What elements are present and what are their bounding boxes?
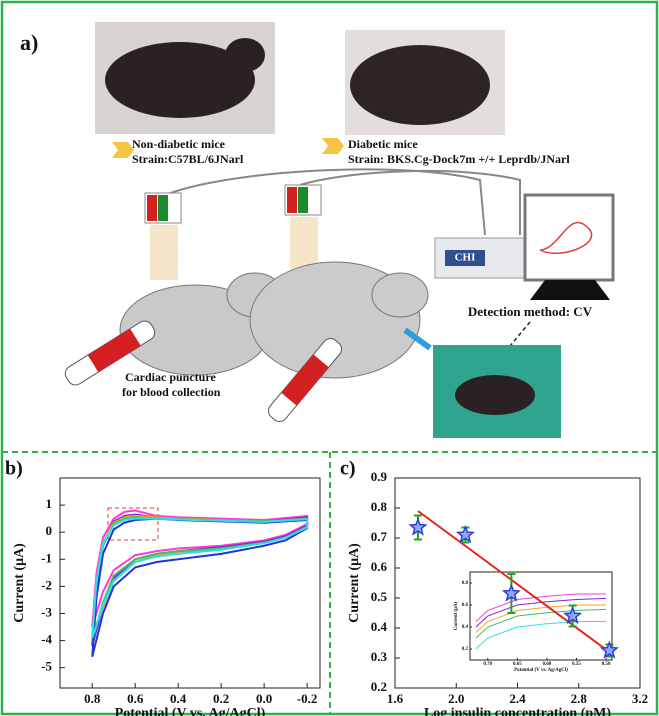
panel-label: a) — [20, 30, 38, 55]
mouse-photo — [350, 45, 490, 125]
mouse-strain: Strain: BKS.Cg-Dock7m +/+ Leprdb/JNarl — [348, 152, 570, 166]
y-axis-title: Current (μA) — [347, 543, 362, 623]
y-tick-label: -4 — [41, 632, 52, 647]
caption: for blood collection — [122, 385, 221, 399]
monitor-stand — [530, 280, 610, 300]
y-tick-label: 0.3 — [371, 649, 388, 664]
x-tick-label: -0.2 — [297, 691, 318, 706]
plot-frame — [470, 572, 612, 660]
mouse-photo — [455, 375, 535, 415]
cv-curve — [92, 519, 307, 638]
y-tick-label: 0.6 — [371, 559, 388, 574]
mouse-head — [372, 273, 428, 317]
y-tick-label: 1 — [46, 496, 53, 511]
y-tick-label: 0.4 — [371, 619, 388, 634]
data-point — [410, 520, 425, 534]
y-tick-label: 0.9 — [371, 469, 388, 484]
y-tick-label: -3 — [41, 604, 52, 619]
x-tick-label: 0.65 — [513, 662, 522, 667]
x-tick-label: 0.4 — [170, 691, 187, 706]
y-tick-label: 0.5 — [371, 589, 388, 604]
cv-chart: 0.8 0.6 0.4 0.2 0.0 -0.2 1 0 -1 -2 -3 -4 -5 Potential… — [5, 458, 320, 716]
y-tick-label: 0.2 — [462, 647, 469, 652]
syringe-blood — [88, 329, 141, 372]
y-tick-label: 0.8 — [462, 581, 469, 586]
panel-label: c) — [340, 458, 356, 480]
x-tick-label: 2.0 — [448, 691, 464, 706]
x-axis-title: Log insulin concentration (pM) — [424, 706, 611, 716]
y-tick-label: 0.8 — [371, 499, 388, 514]
x-axis-title: Potential (V vs. Ag/AgCl) — [115, 706, 266, 716]
x-tick-label: 0.60 — [543, 662, 552, 667]
x-tick-label: 0.55 — [572, 662, 581, 667]
y-tick-label: 0.4 — [462, 625, 469, 630]
x-axis-title: Potential (V vs. Ag/AgCl) — [514, 668, 568, 673]
mouse-name: Diabetic mice — [348, 137, 418, 151]
instrument-label: CHI — [455, 252, 476, 264]
x-tick-label: 0.8 — [84, 691, 101, 706]
y-tick-label: -2 — [41, 577, 52, 592]
electrode-part — [147, 195, 157, 221]
electrode-part — [287, 187, 297, 213]
mouse-head — [225, 38, 265, 72]
x-tick-label: 1.6 — [387, 691, 404, 706]
data-point — [458, 527, 473, 541]
y-axis-title: Current (μA) — [12, 543, 27, 623]
cv-curve — [92, 516, 307, 635]
y-tick-label: 0.7 — [371, 529, 388, 544]
y-tick-label: 0.2 — [371, 679, 387, 694]
x-tick-label: 0.6 — [127, 691, 144, 706]
y-axis-title: Current (μA) — [454, 601, 459, 630]
mouse-name: Non-diabetic mice — [132, 137, 226, 151]
y-tick-label: 0.6 — [462, 603, 469, 608]
y-tick-label: 0 — [46, 523, 53, 538]
x-tick-label: 0.70 — [483, 662, 492, 667]
caption: Cardiac puncture — [125, 370, 216, 384]
x-tick-label: 0.2 — [213, 691, 229, 706]
cable — [300, 171, 520, 235]
monitor — [525, 195, 613, 280]
y-tick-label: -1 — [41, 550, 52, 565]
x-tick-label: 3.2 — [632, 691, 648, 706]
method-label: Detection method: CV — [468, 304, 593, 319]
bullet — [322, 138, 344, 154]
electrode-part — [158, 195, 168, 221]
x-tick-label: 2.4 — [509, 691, 526, 706]
mouse-strain: Strain:C57BL/6JNarl — [132, 152, 244, 166]
electrode-part — [298, 187, 308, 213]
y-tick-label: -5 — [41, 659, 52, 674]
x-tick-label: 2.8 — [571, 691, 588, 706]
cv-curve — [92, 515, 307, 646]
x-tick-label: 0.50 — [602, 662, 611, 667]
probe — [150, 225, 178, 280]
bullet — [112, 142, 134, 158]
x-tick-label: 0.0 — [256, 691, 272, 706]
panel-a: a) Non-diabetic mice Strain:C57BL/6JNarl… — [20, 22, 613, 438]
cv-curve — [92, 517, 307, 640]
panel-label: b) — [5, 458, 23, 480]
inset-chart: 0.70 0.65 0.60 0.55 0.50 0.2 0.4 0.6 0.8 Potentia… — [454, 572, 612, 673]
figure: a) Non-diabetic mice Strain:C57BL/6JNarl… — [0, 0, 659, 716]
